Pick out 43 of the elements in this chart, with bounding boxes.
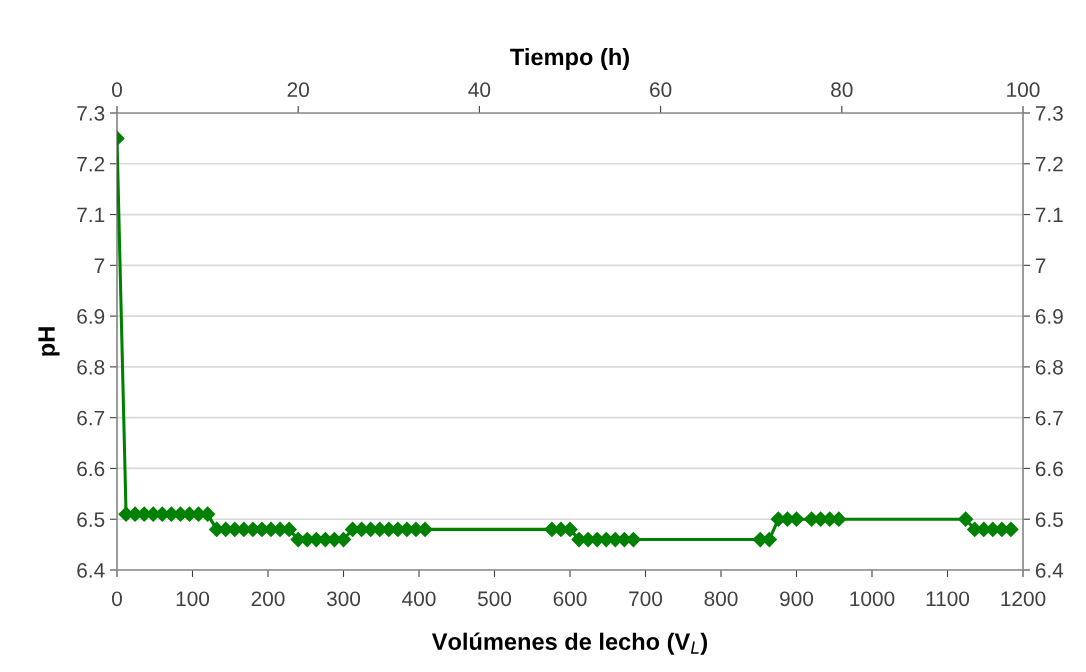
y2-tick-label: 7.1	[1035, 207, 1063, 223]
x2-tick-label: 20	[287, 82, 309, 98]
y2-tick-label: 6.8	[1035, 359, 1063, 375]
y-tick-label: 7.3	[77, 106, 105, 121]
x-tick-label: 700	[629, 591, 663, 607]
point	[958, 511, 974, 527]
x-tick-label: 1200	[1001, 591, 1046, 607]
y2-tick-label: 6.9	[1035, 309, 1063, 324]
x2-tick-label: 0	[112, 82, 122, 98]
x-tick-label: 300	[326, 591, 361, 607]
x2-tick-label: 80	[831, 82, 853, 98]
x-tick-label: 500	[477, 591, 512, 607]
y2-tick-label: 7.2	[1035, 156, 1063, 172]
y-tick-label: 7.2	[77, 156, 105, 172]
x-tick-label: 0	[112, 591, 122, 607]
y-tick-label: 6.7	[77, 410, 105, 426]
y-axis-title: pH	[38, 327, 60, 356]
y-tick-label: 6.4	[77, 563, 105, 578]
y-tick-label: 6.5	[77, 512, 105, 527]
y2-tick-label: 6.4	[1035, 563, 1064, 578]
y2-tick-label: 6.6	[1035, 461, 1063, 477]
y-tick-label: 7	[94, 258, 105, 273]
x-tick-label: 100	[176, 591, 210, 607]
x-tick-label: 800	[704, 591, 738, 607]
x-tick-label: 200	[251, 591, 285, 607]
y2-tick-label: 6.7	[1035, 410, 1063, 426]
x-tick-label: 900	[780, 591, 814, 607]
y2-tick-label: 6.5	[1035, 512, 1063, 527]
x-axis-title: Volúmenes de lecho (V$_{L}$)	[431, 632, 707, 655]
x-tick-label: 400	[402, 591, 436, 607]
x2-tick-label: 100	[1007, 82, 1040, 98]
x2-axis-title: Tiempo (h)	[510, 48, 629, 71]
y2-tick-label: 7.3	[1035, 106, 1063, 121]
x2-tick-label: 60	[650, 82, 672, 98]
x-tick-label: 1100	[926, 591, 970, 607]
y-tick-label: 6.6	[77, 461, 105, 477]
x-tick-label: 1000	[850, 591, 895, 607]
y-tick-label: 6.8	[77, 359, 105, 375]
x-tick-label: 600	[553, 591, 587, 607]
y-tick-label: 7.1	[77, 207, 105, 223]
x2-tick-label: 40	[468, 82, 491, 98]
y-tick-label: 6.9	[77, 309, 105, 324]
y2-tick-label: 7	[1035, 258, 1046, 273]
